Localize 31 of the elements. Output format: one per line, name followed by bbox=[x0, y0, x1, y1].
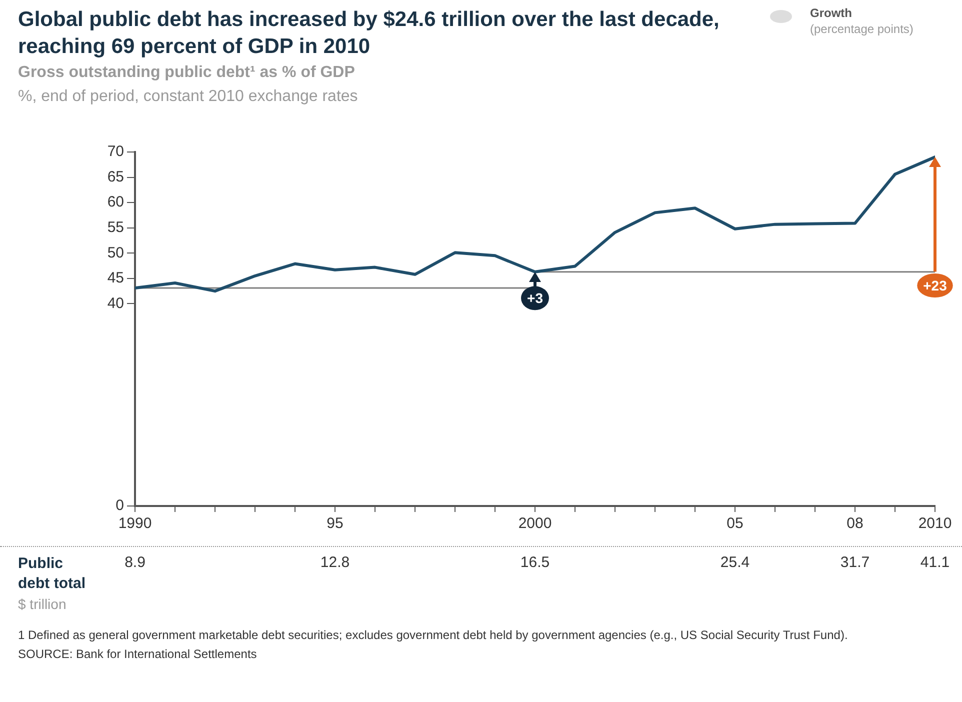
x-tick-label: 1990 bbox=[118, 515, 152, 532]
data-label: 12.8 bbox=[319, 554, 351, 571]
data-label: 16.5 bbox=[519, 554, 551, 571]
data-label: 41.1 bbox=[919, 554, 951, 571]
y-tick-label: 60 bbox=[107, 194, 124, 211]
y-tick-label: 70 bbox=[107, 143, 124, 160]
legend-title: Growth bbox=[810, 6, 852, 20]
data-label: 8.9 bbox=[124, 554, 146, 571]
text: $ trillion bbox=[18, 596, 66, 612]
x-tick-label: 2010 bbox=[918, 515, 952, 532]
y-tick-label: 45 bbox=[107, 270, 124, 287]
text: Public debt total bbox=[18, 554, 86, 594]
data-label: 25.4 bbox=[719, 554, 751, 571]
y-tick-label: 50 bbox=[107, 244, 124, 262]
y-tick-label: 65 bbox=[107, 168, 124, 186]
x-tick-label: 95 bbox=[326, 515, 344, 532]
y-tick-label: 40 bbox=[107, 294, 124, 312]
text: 1 Defined as general government marketable debt securities; excludes government debt held by government agencies (e.g., US Social Security Trust Fund). bbox=[18, 628, 849, 642]
y-axis-title: %, end of period, constant 2010 exchange rates bbox=[18, 88, 358, 106]
x-tick-label: 2000 bbox=[518, 515, 552, 532]
x-tick-label: 08 bbox=[846, 515, 864, 532]
y-tick-label: 55 bbox=[107, 219, 124, 236]
chart-title: Global public debt has increased by $24.6 trillion over the last decade, reaching 69 percent of GDP in 2010 bbox=[18, 7, 720, 60]
y-tick-label: 0 bbox=[116, 497, 124, 514]
x-tick-label: 05 bbox=[726, 515, 744, 532]
chart-subtitle: Gross outstanding public debt¹ as % of GDP bbox=[18, 64, 355, 82]
text: (percentage points) bbox=[810, 22, 914, 36]
source-note: SOURCE: Bank for International Settlements bbox=[18, 647, 258, 661]
annotation: +3 bbox=[527, 290, 544, 306]
data-label: 31.7 bbox=[839, 554, 871, 571]
annotation: +23 bbox=[923, 277, 948, 294]
